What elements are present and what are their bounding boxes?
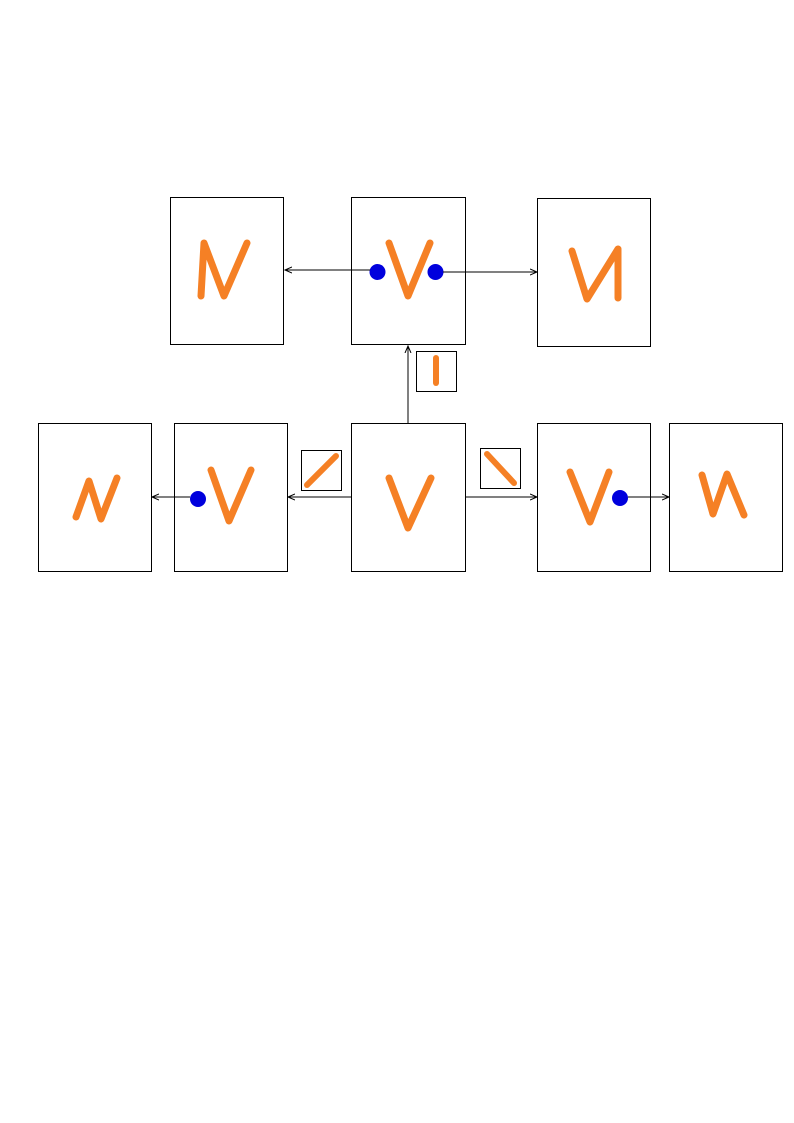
v-glyph-icon [385, 239, 434, 300]
attachment-point-left [369, 264, 386, 280]
n-glyph-mirrored-icon [197, 239, 251, 300]
attachment-point [612, 490, 628, 506]
panel-top-center [351, 197, 466, 345]
stroke-box-forward-slash [301, 450, 342, 491]
forward-slash-stroke-icon [304, 453, 339, 488]
back-slash-stroke-icon [484, 451, 517, 486]
panel-center [351, 423, 466, 572]
stroke-box-back-slash [480, 448, 521, 489]
panel-mid-left [174, 423, 288, 572]
panel-far-right [669, 423, 783, 572]
panel-top-left [170, 197, 284, 345]
attachment-point [190, 491, 206, 507]
attachment-point-right [427, 264, 444, 280]
stroke-box-vertical [416, 351, 457, 392]
n-glyph-icon [568, 245, 622, 303]
v-glyph-icon [207, 466, 255, 525]
v-shape-icon [385, 474, 435, 532]
n-glyph-italic-icon [72, 474, 121, 523]
panel-far-left [38, 423, 152, 572]
panel-top-right [537, 198, 651, 347]
v-glyph-icon [566, 468, 613, 526]
n-glyph-italic-icon [698, 470, 748, 519]
